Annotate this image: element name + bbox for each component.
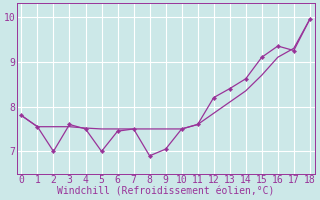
X-axis label: Windchill (Refroidissement éolien,°C): Windchill (Refroidissement éolien,°C) <box>57 187 274 197</box>
